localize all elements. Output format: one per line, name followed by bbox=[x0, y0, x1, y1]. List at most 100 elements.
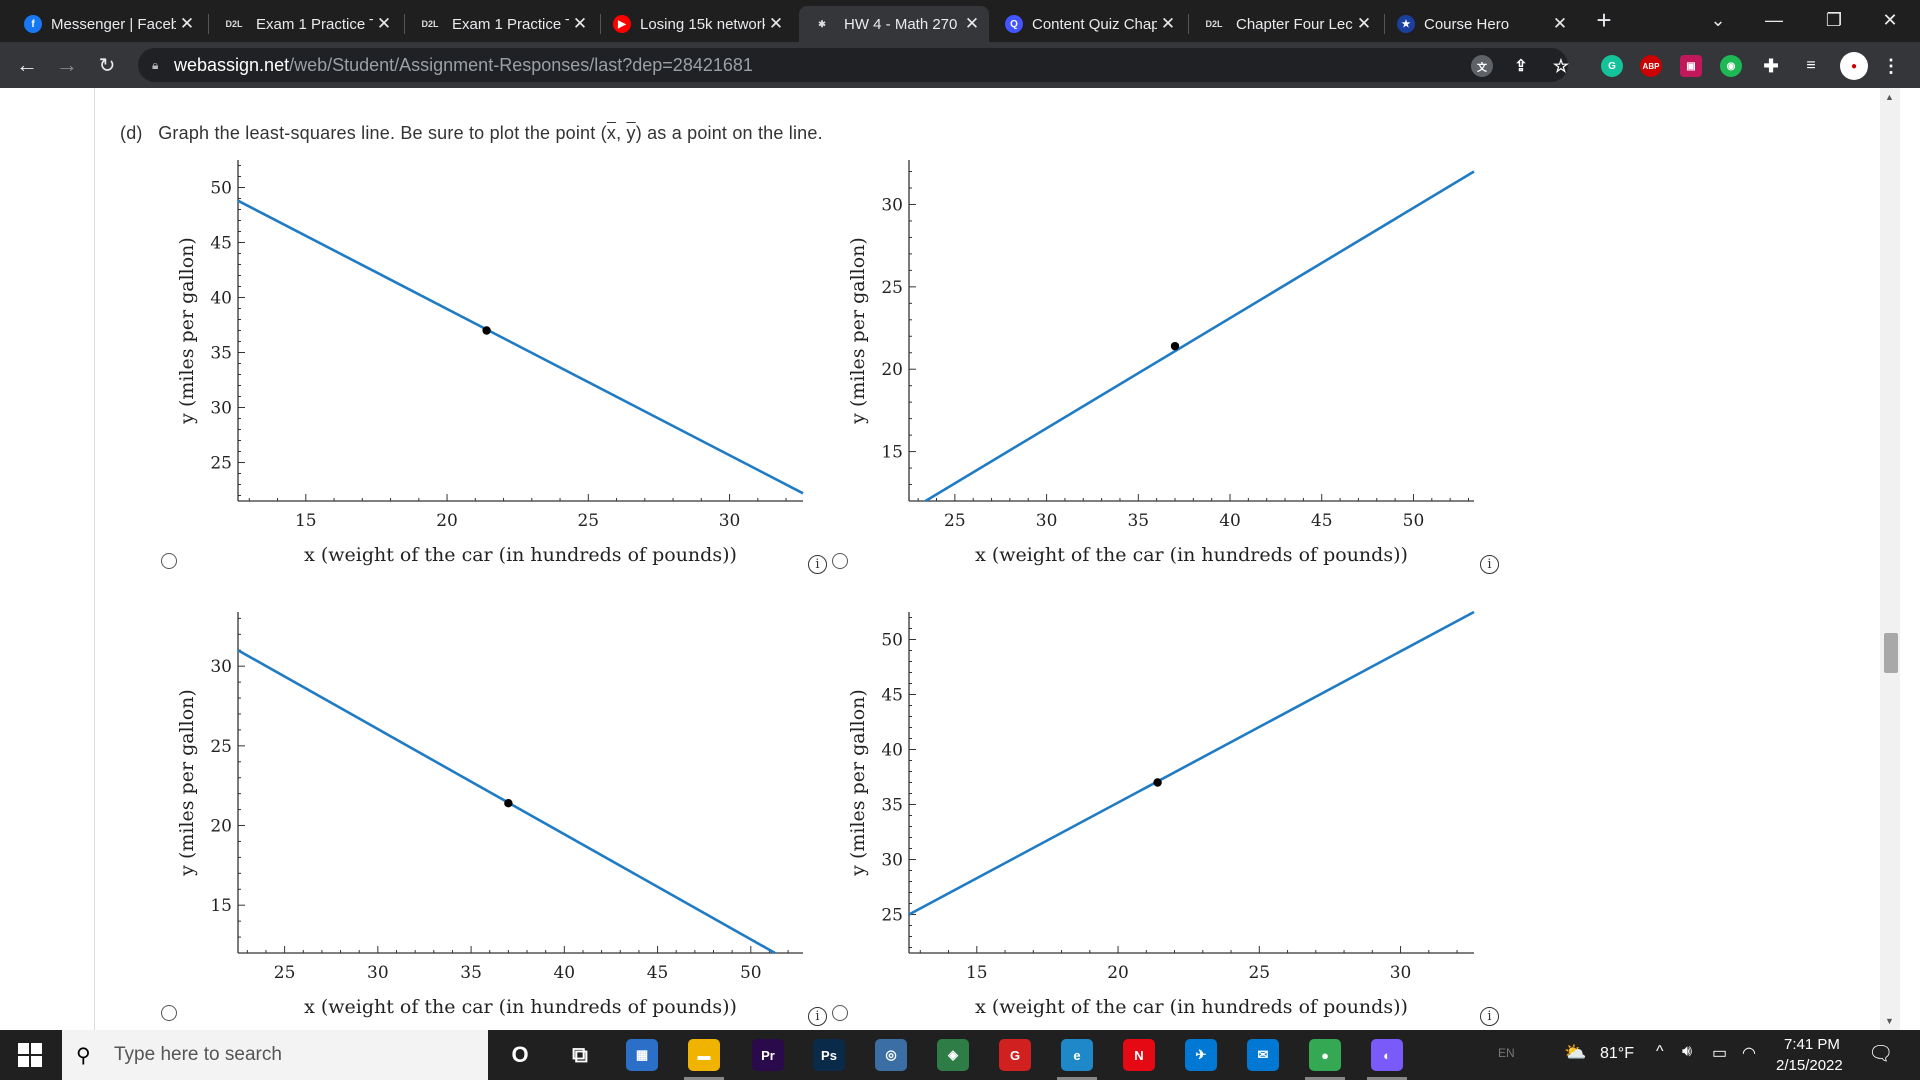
browser-tab[interactable]: f Messenger | Facebook✕ bbox=[14, 6, 204, 42]
app-icon[interactable]: ✈ bbox=[1185, 1039, 1217, 1071]
browser-tab[interactable]: ▶ Losing 15k network ✕ bbox=[603, 6, 793, 42]
y-tick-label: 35 bbox=[881, 796, 903, 816]
y-axis-label: y (miles per gallon) bbox=[847, 237, 869, 425]
weather-icon[interactable]: ⛅ bbox=[1564, 1042, 1587, 1062]
least-squares-line bbox=[908, 610, 1475, 916]
battery-icon[interactable]: ▭ bbox=[1712, 1045, 1728, 1062]
clock-time[interactable]: 7:41 PM bbox=[1784, 1036, 1840, 1053]
x-tick-label: 15 bbox=[966, 963, 988, 983]
file-explorer-icon[interactable]: ▬ bbox=[688, 1039, 720, 1071]
minimize-icon[interactable]: — bbox=[1765, 9, 1783, 30]
menu-kebab-icon[interactable]: ⋮ bbox=[1882, 55, 1900, 76]
browser-tab[interactable]: D2L Chapter Four Lecture✕ bbox=[1191, 6, 1381, 42]
tab-title: Chapter Four Lecture bbox=[1236, 15, 1353, 33]
close-tab-icon[interactable]: ✕ bbox=[572, 14, 588, 33]
taskbar-search-box[interactable]: ⚲ Type here to search bbox=[62, 1030, 488, 1080]
close-tab-icon[interactable]: ✕ bbox=[179, 14, 195, 33]
close-tab-icon[interactable]: ✕ bbox=[1552, 14, 1568, 33]
tab-separator bbox=[1188, 14, 1189, 34]
extension-icon[interactable]: ▣ bbox=[1680, 55, 1702, 77]
x-tick-label: 30 bbox=[1390, 963, 1412, 983]
url-host: webassign.net bbox=[174, 54, 290, 75]
share-icon[interactable]: ⇪ bbox=[1514, 58, 1528, 75]
x-tick-label: 30 bbox=[367, 963, 389, 983]
option-a-radio[interactable] bbox=[161, 553, 177, 569]
option-c-radio[interactable] bbox=[161, 1005, 177, 1021]
language-indicator[interactable]: EN bbox=[1498, 1046, 1515, 1060]
option-d-radio[interactable] bbox=[832, 1005, 848, 1021]
d2l-icon: D2L bbox=[1205, 19, 1223, 29]
edge-icon[interactable]: e bbox=[1061, 1039, 1093, 1071]
netflix-icon[interactable]: N bbox=[1123, 1039, 1155, 1071]
close-window-icon[interactable]: ✕ bbox=[1882, 9, 1898, 30]
close-tab-icon[interactable]: ✕ bbox=[1356, 14, 1372, 33]
lock-icon: 🔒︎ bbox=[152, 57, 159, 72]
messenger-icon[interactable]: ◐ bbox=[1371, 1039, 1403, 1071]
mail-icon[interactable]: ✉ bbox=[1247, 1039, 1279, 1071]
page-scrollbar[interactable]: ▲ ▼ bbox=[1880, 88, 1900, 1030]
app-icon[interactable]: ◈ bbox=[937, 1039, 969, 1071]
task-view-icon[interactable]: ⧉ bbox=[572, 1042, 588, 1067]
close-tab-icon[interactable]: ✕ bbox=[376, 14, 392, 33]
translate-icon[interactable]: 文 bbox=[1471, 55, 1493, 77]
forward-icon[interactable]: → bbox=[56, 52, 78, 77]
microsoft-store-icon[interactable]: ▦ bbox=[626, 1039, 658, 1071]
restore-icon[interactable]: ❐ bbox=[1825, 9, 1843, 30]
scrollbar-thumb[interactable] bbox=[1884, 633, 1898, 673]
mean-point bbox=[482, 326, 491, 335]
premiere-pro-icon[interactable]: Pr bbox=[752, 1039, 784, 1071]
x-tick-label: 50 bbox=[740, 963, 762, 983]
option-a-info-icon[interactable]: i bbox=[808, 555, 827, 574]
option-b-radio[interactable] bbox=[832, 553, 848, 569]
new-tab-button[interactable]: + bbox=[1596, 4, 1612, 35]
scroll-up-icon[interactable]: ▲ bbox=[1885, 92, 1894, 102]
browser-tab[interactable]: Q Content Quiz Chapter✕ bbox=[995, 6, 1185, 42]
clock-date[interactable]: 2/15/2022 bbox=[1776, 1057, 1843, 1074]
bookmark-star-icon[interactable]: ☆ bbox=[1552, 55, 1570, 76]
x-tick-label: 25 bbox=[274, 963, 296, 983]
y-tick-label: 45 bbox=[881, 686, 903, 706]
chrome-icon[interactable]: ● bbox=[1309, 1039, 1341, 1071]
tray-chevron-icon[interactable]: ^ bbox=[1656, 1043, 1664, 1060]
garena-icon[interactable]: G bbox=[999, 1039, 1031, 1071]
option-b-info-icon[interactable]: i bbox=[1480, 555, 1499, 574]
back-icon[interactable]: ← bbox=[16, 52, 38, 77]
app-icon[interactable]: ◎ bbox=[875, 1039, 907, 1071]
weather-temp[interactable]: 81°F bbox=[1600, 1045, 1634, 1062]
close-tab-icon[interactable]: ✕ bbox=[768, 14, 784, 33]
photoshop-icon[interactable]: Ps bbox=[813, 1039, 845, 1071]
option-c-info-icon[interactable]: i bbox=[808, 1007, 827, 1026]
running-app-indicator bbox=[684, 1077, 724, 1080]
tab-search-icon[interactable]: ⌄ bbox=[1710, 9, 1726, 30]
notification-icon[interactable]: 🗨︎ bbox=[1868, 1043, 1894, 1065]
browser-tab[interactable]: ★ Course Hero ✕ bbox=[1387, 6, 1577, 42]
messenger-icon: f bbox=[24, 15, 42, 33]
option-d-info-icon[interactable]: i bbox=[1480, 1007, 1499, 1026]
media-control-icon[interactable]: ≡ bbox=[1806, 57, 1816, 74]
x-tick-label: 20 bbox=[1107, 963, 1129, 983]
volume-icon[interactable]: 🔊︎ bbox=[1682, 1043, 1693, 1060]
grammarly-icon[interactable]: G bbox=[1601, 55, 1623, 77]
d2l-icon: D2L bbox=[225, 19, 243, 29]
x-tick-label: 45 bbox=[1311, 511, 1333, 531]
extension-icon[interactable]: ◉ bbox=[1720, 55, 1742, 77]
close-tab-icon[interactable]: ✕ bbox=[1160, 14, 1176, 33]
close-tab-icon[interactable]: ✕ bbox=[964, 14, 980, 33]
reload-icon[interactable]: ↻ bbox=[98, 54, 116, 77]
extensions-puzzle-icon[interactable]: ✚ bbox=[1763, 55, 1779, 76]
windows-start-icon[interactable] bbox=[18, 1043, 42, 1067]
profile-avatar[interactable]: ● bbox=[1840, 52, 1868, 80]
browser-tab[interactable]: ✱ HW 4 - Math 270 ✕ bbox=[799, 6, 989, 42]
quizlet-icon: Q bbox=[1005, 15, 1023, 33]
cortana-icon[interactable]: O bbox=[511, 1042, 529, 1067]
browser-tab[interactable]: D2L Exam 1 Practice Test✕ bbox=[211, 6, 401, 42]
scroll-down-icon[interactable]: ▼ bbox=[1885, 1016, 1894, 1026]
adblock-plus-icon[interactable]: ABP bbox=[1640, 55, 1662, 77]
tab-title: Content Quiz Chapter bbox=[1032, 15, 1157, 33]
address-bar[interactable]: 🔒︎ webassign.net/web/Student/Assignment-… bbox=[138, 48, 1568, 82]
x-tick-label: 30 bbox=[719, 511, 741, 531]
wifi-icon[interactable]: ◠ bbox=[1742, 1045, 1756, 1062]
browser-tab[interactable]: D2L Exam 1 Practice Test✕ bbox=[407, 6, 597, 42]
y-tick-label: 50 bbox=[881, 631, 903, 651]
x-tick-label: 35 bbox=[460, 963, 482, 983]
